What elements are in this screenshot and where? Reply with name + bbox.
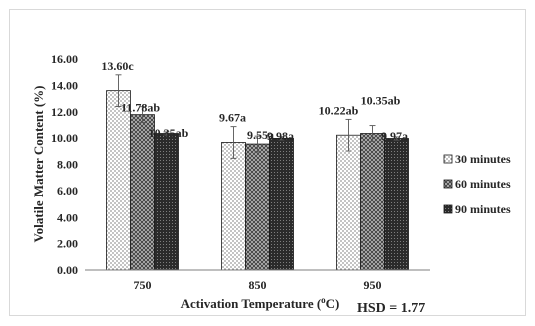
x-tick-label: 750 — [134, 278, 152, 292]
legend-swatch — [443, 154, 453, 164]
data-label: 13.60c — [101, 59, 134, 73]
data-label: 11.78ab — [121, 101, 160, 115]
hsd-annotation: HSD = 1.77 — [357, 301, 425, 316]
x-axis-title: Activation Temperature (oC) — [181, 295, 340, 311]
data-label: 9.55a — [247, 128, 274, 142]
legend-label: 60 minutes — [455, 177, 511, 191]
data-label: 9.98a — [267, 129, 294, 143]
y-axis-title: Volatile Matter Content (%) — [31, 85, 46, 242]
y-axis-ticks: 0.00 2.00 4.00 6.00 8.00 10.00 12.00 14.00 16.00 — [51, 52, 78, 277]
y-tick-label: 12.00 — [51, 105, 78, 119]
error-bars — [115, 74, 400, 159]
x-axis-ticks: 750 850 950 — [134, 278, 382, 292]
y-tick-label: 4.00 — [57, 210, 78, 224]
x-tick-label: 850 — [249, 278, 267, 292]
bar — [154, 133, 179, 271]
bar — [245, 143, 270, 271]
bar — [106, 90, 131, 271]
legend-label: 90 minutes — [455, 202, 511, 216]
data-label: 10.22ab — [319, 103, 359, 117]
data-label: 9.67a — [219, 111, 246, 125]
bar — [336, 134, 361, 271]
x-tick-label: 950 — [364, 278, 382, 292]
y-tick-label: 8.00 — [57, 158, 78, 172]
bars — [106, 90, 409, 271]
bar — [269, 137, 294, 271]
legend-label: 30 minutes — [455, 152, 511, 166]
data-label: 9.97a — [381, 129, 408, 143]
y-tick-label: 2.00 — [57, 237, 78, 251]
bar — [360, 133, 385, 271]
y-tick-label: 10.00 — [51, 131, 78, 145]
bar — [384, 138, 409, 271]
bar — [221, 142, 246, 271]
data-label: 10.35ab — [149, 126, 189, 140]
y-tick-label: 6.00 — [57, 184, 78, 198]
legend-swatch — [443, 179, 453, 189]
data-label: 10.35ab — [361, 94, 401, 108]
legend: 30 minutes 60 minutes 90 minutes — [443, 152, 511, 216]
y-tick-label: 0.00 — [57, 263, 78, 277]
legend-swatch — [443, 204, 453, 214]
y-tick-label: 14.00 — [51, 78, 78, 92]
y-tick-label: 16.00 — [51, 52, 78, 66]
chart-frame — [9, 9, 526, 316]
